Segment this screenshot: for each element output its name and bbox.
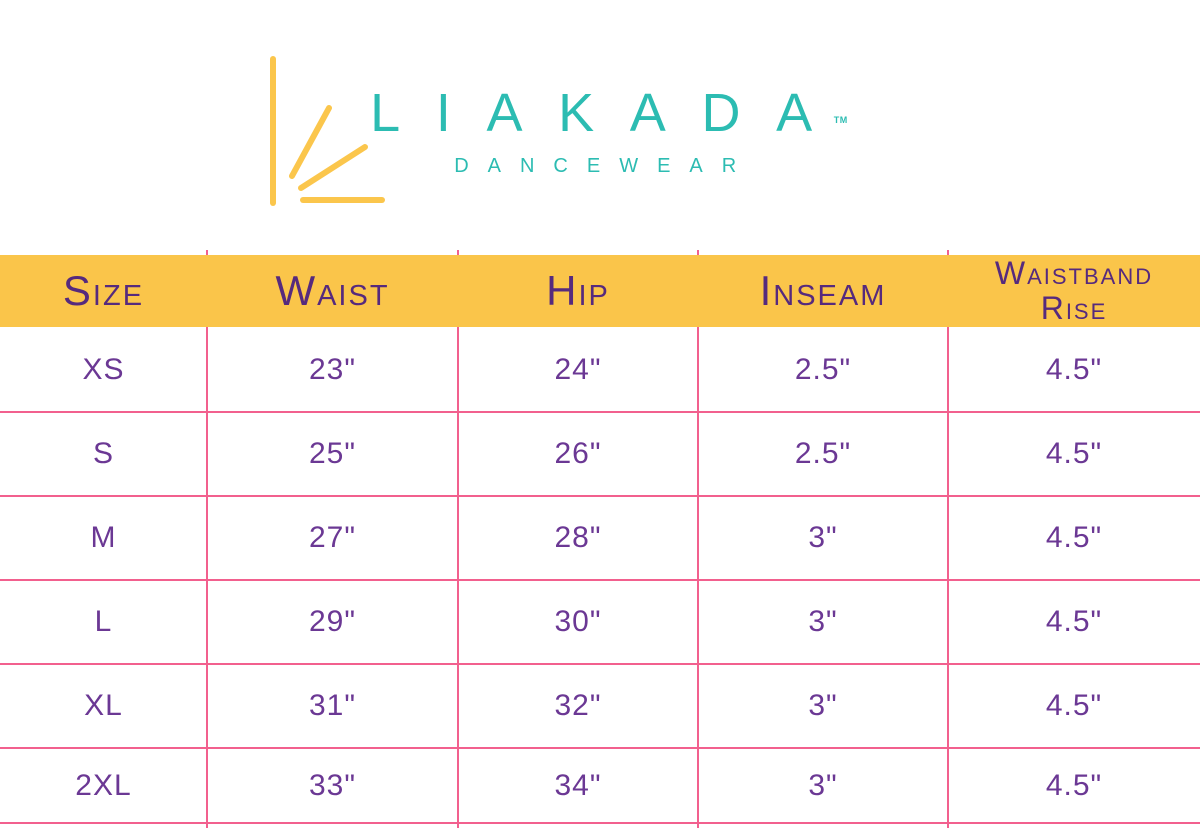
header-cell-size: Size <box>0 255 207 327</box>
header-label: Hip <box>546 267 610 314</box>
column-divider <box>206 250 208 828</box>
measurement-cell: 28" <box>554 521 602 554</box>
measurement-cell: 4.5" <box>1045 768 1103 802</box>
measurement-cell: 31" <box>308 689 357 722</box>
size-table-body: XS 23" 24" 2.5" 4.5" S 25" 26" 2.5" 4.5"… <box>0 327 1200 823</box>
row-divider <box>0 663 1200 665</box>
measurement-cell: 33" <box>308 768 357 802</box>
header-label: Waistband Rise <box>994 255 1154 326</box>
size-label-cell: 2XL <box>75 768 132 802</box>
measurement-cell: 34" <box>554 768 602 802</box>
size-label-cell: S <box>92 437 114 470</box>
brand-wordmark-row: LIAKADATM <box>0 86 1200 140</box>
measurement-cell: 3" <box>808 768 838 802</box>
measurement-cell: 4.5" <box>1045 521 1103 554</box>
header-cell-inseam: Inseam <box>698 255 948 327</box>
measurement-cell: 2.5" <box>794 352 852 386</box>
brand-tagline: DANCEWEAR <box>454 155 756 177</box>
size-label-cell: M <box>90 521 117 554</box>
sunburst-icon <box>270 56 385 206</box>
brand-logo <box>246 48 386 210</box>
measurement-cell: 4.5" <box>1045 605 1103 638</box>
measurement-cell: 4.5" <box>1045 352 1103 386</box>
measurement-cell: 4.5" <box>1045 437 1103 470</box>
header-cell-waistband-rise: Waistband Rise <box>948 255 1200 327</box>
size-label-cell: L <box>94 605 113 638</box>
column-divider <box>697 250 699 828</box>
column-divider <box>947 250 949 828</box>
row-divider <box>0 747 1200 749</box>
header-cell-waist: Waist <box>207 255 458 327</box>
measurement-cell: 26" <box>554 437 602 470</box>
size-label-cell: XS <box>82 352 125 386</box>
trademark-symbol: TM <box>833 115 848 125</box>
brand-wordmark: LIAKADA <box>370 83 848 143</box>
measurement-cell: 27" <box>308 521 357 554</box>
measurement-cell: 4.5" <box>1045 689 1103 722</box>
row-divider <box>0 822 1200 824</box>
row-divider <box>0 411 1200 413</box>
measurement-cell: 3" <box>808 689 838 722</box>
header-label: Size <box>62 267 145 314</box>
row-divider <box>0 495 1200 497</box>
table-header-row: Size Waist Hip Inseam Waistband Rise <box>0 255 1200 327</box>
measurement-cell: 30" <box>554 605 602 638</box>
size-label-cell: XL <box>84 689 123 722</box>
measurement-cell: 23" <box>308 352 357 386</box>
measurement-cell: 25" <box>308 437 357 470</box>
measurement-cell: 3" <box>808 605 838 638</box>
measurement-cell: 24" <box>554 352 602 386</box>
measurement-cell: 29" <box>308 605 357 638</box>
row-divider <box>0 579 1200 581</box>
measurement-cell: 2.5" <box>794 437 852 470</box>
measurement-cell: 32" <box>554 689 602 722</box>
header-label: Waist <box>275 267 390 314</box>
header-label: Inseam <box>759 267 887 314</box>
column-divider <box>457 250 459 828</box>
brand-tagline-row: DANCEWEAR <box>0 156 1200 177</box>
measurement-cell: 3" <box>808 521 838 554</box>
header-cell-hip: Hip <box>458 255 698 327</box>
